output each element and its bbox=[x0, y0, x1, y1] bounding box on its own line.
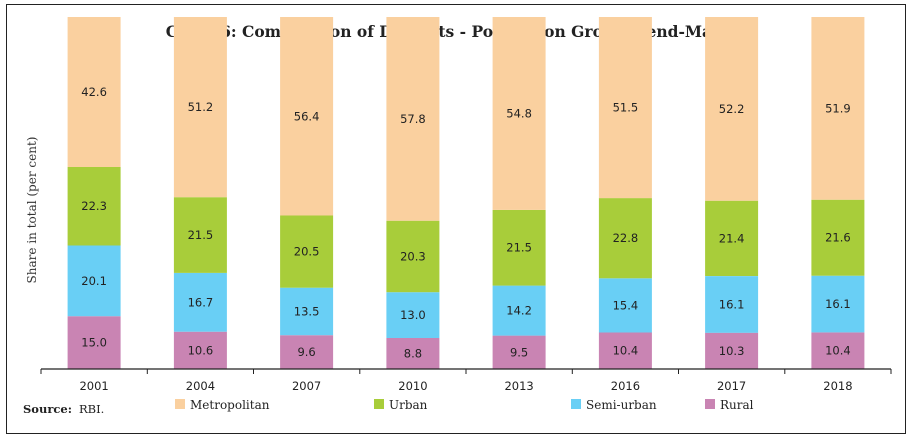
source-note: Source: RBI. bbox=[23, 402, 104, 416]
bar-segment-semi-urban-2018 bbox=[811, 275, 865, 333]
data-label-urban-2007: 20.5 bbox=[294, 245, 320, 259]
data-label-urban-2001: 22.3 bbox=[81, 199, 107, 213]
legend-swatch-metropolitan bbox=[175, 399, 185, 409]
bar-segment-semi-urban-2007 bbox=[280, 287, 334, 336]
legend-item-semi-urban: Semi-urban bbox=[571, 398, 657, 412]
legend-swatch-rural bbox=[705, 399, 715, 409]
legend-swatch-semi-urban bbox=[571, 399, 581, 409]
data-label-rural-2004: 10.6 bbox=[188, 343, 214, 357]
y-axis-label: Share in total (per cent) bbox=[25, 137, 39, 284]
bars-layer bbox=[67, 17, 865, 369]
bar-segment-urban-2004 bbox=[173, 197, 227, 273]
source-text: RBI. bbox=[79, 402, 104, 416]
x-tick-label-2017: 2017 bbox=[717, 379, 746, 393]
x-tick-label-2007: 2007 bbox=[292, 379, 321, 393]
data-label-urban-2017: 21.4 bbox=[719, 231, 745, 245]
bar-segment-urban-2010 bbox=[386, 220, 440, 293]
data-label-metropolitan-2016: 51.5 bbox=[613, 101, 639, 115]
bar-segment-metropolitan-2017 bbox=[705, 17, 759, 201]
data-label-urban-2018: 21.6 bbox=[825, 231, 851, 245]
legend-item-rural: Rural bbox=[705, 398, 754, 412]
data-label-semi-urban-2004: 16.7 bbox=[188, 295, 214, 309]
chart-title: Chart 6: Composition of Deposits - Popul… bbox=[166, 22, 749, 41]
bar-segment-metropolitan-2007 bbox=[280, 17, 334, 216]
bar-segment-rural-2013 bbox=[492, 335, 546, 369]
data-label-rural-2007: 9.6 bbox=[297, 345, 315, 359]
chart-svg: Chart 6: Composition of Deposits - Popul… bbox=[23, 17, 892, 416]
x-tick-label-2001: 2001 bbox=[79, 379, 108, 393]
data-label-semi-urban-2013: 14.2 bbox=[506, 304, 532, 318]
data-label-rural-2001: 15.0 bbox=[81, 336, 107, 350]
data-label-urban-2013: 21.5 bbox=[506, 241, 532, 255]
legend: Metropolitan Urban Semi-urban Rural bbox=[175, 398, 754, 412]
bar-segment-semi-urban-2004 bbox=[173, 272, 227, 332]
data-label-urban-2010: 20.3 bbox=[400, 249, 426, 263]
data-label-metropolitan-2017: 52.2 bbox=[719, 102, 745, 116]
data-label-rural-2013: 9.5 bbox=[510, 345, 528, 359]
data-label-rural-2017: 10.3 bbox=[719, 344, 745, 358]
data-label-rural-2016: 10.4 bbox=[613, 344, 639, 358]
bar-segment-metropolitan-2004 bbox=[173, 17, 227, 198]
data-label-semi-urban-2017: 16.1 bbox=[719, 297, 745, 311]
bar-segment-rural-2004 bbox=[173, 331, 227, 369]
legend-label-urban: Urban bbox=[389, 398, 428, 412]
data-label-semi-urban-2007: 13.5 bbox=[294, 304, 320, 318]
bar-segment-semi-urban-2010 bbox=[386, 292, 440, 338]
bar-segment-urban-2017 bbox=[705, 200, 759, 276]
data-label-metropolitan-2018: 51.9 bbox=[825, 101, 851, 115]
legend-label-metropolitan: Metropolitan bbox=[190, 398, 270, 412]
legend-item-urban: Urban bbox=[374, 398, 428, 412]
x-tick-label-2004: 2004 bbox=[186, 379, 215, 393]
data-label-metropolitan-2013: 54.8 bbox=[506, 106, 532, 120]
x-axis: 2001 2004 2007 2010 2013 2016 2017 2018 bbox=[40, 368, 892, 393]
bar-segment-rural-2018 bbox=[811, 332, 865, 369]
legend-label-rural: Rural bbox=[720, 398, 754, 412]
source-label: Source: bbox=[23, 402, 72, 416]
bar-segment-semi-urban-2001 bbox=[67, 245, 121, 317]
data-label-metropolitan-2001: 42.6 bbox=[81, 85, 107, 99]
data-label-semi-urban-2010: 13.0 bbox=[400, 308, 426, 322]
bar-segment-semi-urban-2016 bbox=[598, 278, 652, 333]
bar-segment-semi-urban-2017 bbox=[705, 276, 759, 333]
legend-item-metropolitan: Metropolitan bbox=[175, 398, 270, 412]
legend-label-semi-urban: Semi-urban bbox=[586, 398, 657, 412]
data-label-rural-2010: 8.8 bbox=[404, 347, 422, 361]
bar-segment-rural-2001 bbox=[67, 316, 121, 369]
chart-frame: Chart 6: Composition of Deposits - Popul… bbox=[6, 4, 906, 434]
bar-segment-semi-urban-2013 bbox=[492, 285, 546, 336]
bar-segment-metropolitan-2013 bbox=[492, 17, 546, 210]
bar-segment-urban-2007 bbox=[280, 215, 334, 288]
x-tick-label-2016: 2016 bbox=[611, 379, 640, 393]
x-tick-label-2010: 2010 bbox=[398, 379, 427, 393]
bar-segment-rural-2007 bbox=[280, 335, 334, 369]
bar-segment-metropolitan-2018 bbox=[811, 17, 865, 200]
bar-segment-urban-2001 bbox=[67, 167, 121, 246]
data-label-rural-2018: 10.4 bbox=[825, 344, 851, 358]
data-label-semi-urban-2018: 16.1 bbox=[825, 297, 851, 311]
data-label-semi-urban-2001: 20.1 bbox=[81, 274, 107, 288]
x-tick-label-2013: 2013 bbox=[504, 379, 533, 393]
bar-segment-metropolitan-2010 bbox=[386, 17, 440, 221]
data-label-urban-2004: 21.5 bbox=[188, 228, 214, 242]
bar-segment-metropolitan-2016 bbox=[598, 17, 652, 199]
bar-segment-urban-2016 bbox=[598, 198, 652, 279]
data-label-urban-2016: 22.8 bbox=[613, 231, 639, 245]
bar-segment-urban-2018 bbox=[811, 199, 865, 276]
bar-segment-urban-2013 bbox=[492, 209, 546, 286]
legend-swatch-urban bbox=[374, 399, 384, 409]
data-label-metropolitan-2007: 56.4 bbox=[294, 109, 320, 123]
data-labels-layer: 15.0 20.1 22.3 42.6 10.6 16.7 21.5 51.2 9.6 13.5 2… bbox=[81, 85, 850, 361]
bar-segment-metropolitan-2001 bbox=[67, 17, 121, 167]
x-tick-label-2018: 2018 bbox=[823, 379, 852, 393]
data-label-semi-urban-2016: 15.4 bbox=[613, 298, 639, 312]
bar-segment-rural-2017 bbox=[705, 332, 759, 369]
bar-segment-rural-2016 bbox=[598, 332, 652, 369]
data-label-metropolitan-2010: 57.8 bbox=[400, 112, 426, 126]
data-label-metropolitan-2004: 51.2 bbox=[188, 100, 214, 114]
bar-segment-rural-2010 bbox=[386, 338, 440, 369]
